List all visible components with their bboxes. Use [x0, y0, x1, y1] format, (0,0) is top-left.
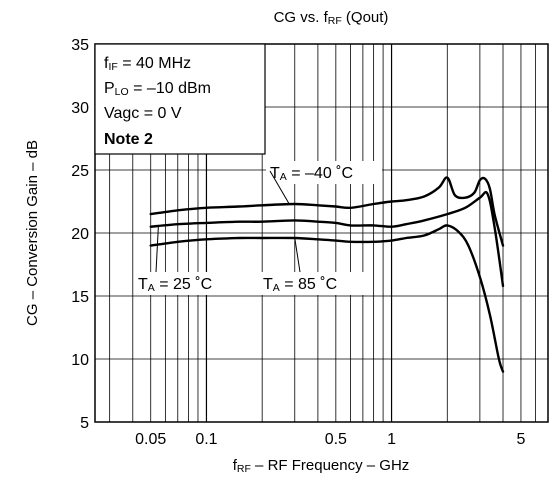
y-tick-labels: 5 10 15 20 25 30 35	[71, 37, 89, 432]
series-lines	[149, 176, 505, 373]
series-label-bg	[134, 272, 242, 295]
y-tick-label: 10	[71, 352, 89, 369]
series-label: TA = 25 ˚C	[138, 276, 212, 294]
series-label: TA = 85 ˚C	[263, 276, 337, 294]
chart-title: CG vs. fRF (Qout)	[274, 9, 389, 27]
conditions-text: fIF = 40 MHz PLO = –10 dBm Vagc = 0 V	[104, 55, 211, 122]
series-label-bg	[259, 272, 367, 295]
condition-line: PLO = –10 dBm	[104, 80, 211, 98]
series-label: TA = –40 ˚C	[270, 165, 353, 183]
series-label-leader	[155, 226, 159, 273]
plot-frame	[94, 43, 549, 423]
series-labels: TA = –40 ˚C TA = 25 ˚C TA = 85 ˚C	[134, 161, 382, 295]
x-tick-labels: 0.05 0.1 0.5 1 5	[135, 431, 525, 448]
x-axis-label: fRF – RF Frequency – GHz	[233, 457, 410, 475]
series-line-85c	[149, 224, 505, 373]
y-tick-label: 35	[71, 37, 89, 54]
series-label-leader	[294, 237, 301, 273]
x-tick-label: 0.05	[135, 431, 166, 448]
series-line-25c	[149, 190, 505, 288]
y-tick-label: 25	[71, 163, 89, 180]
x-tick-label: 0.5	[325, 431, 347, 448]
series-label-leader	[269, 170, 290, 205]
y-tick-label: 30	[71, 100, 89, 117]
series-line-minus40c	[149, 176, 505, 247]
y-axis-label: CG – Conversion Gain – dB	[24, 140, 41, 326]
series-label-bg	[266, 161, 382, 184]
x-tick-label: 1	[387, 431, 396, 448]
y-tick-label: 5	[80, 415, 89, 432]
y-tick-label: 20	[71, 226, 89, 243]
y-tick-label: 15	[71, 289, 89, 306]
note-label: Note 2	[104, 131, 153, 148]
condition-line: fIF = 40 MHz	[104, 55, 191, 73]
x-tick-label: 5	[516, 431, 525, 448]
condition-line: Vagc = 0 V	[104, 105, 182, 122]
x-tick-label: 0.1	[195, 431, 217, 448]
conditions-box	[94, 43, 266, 155]
